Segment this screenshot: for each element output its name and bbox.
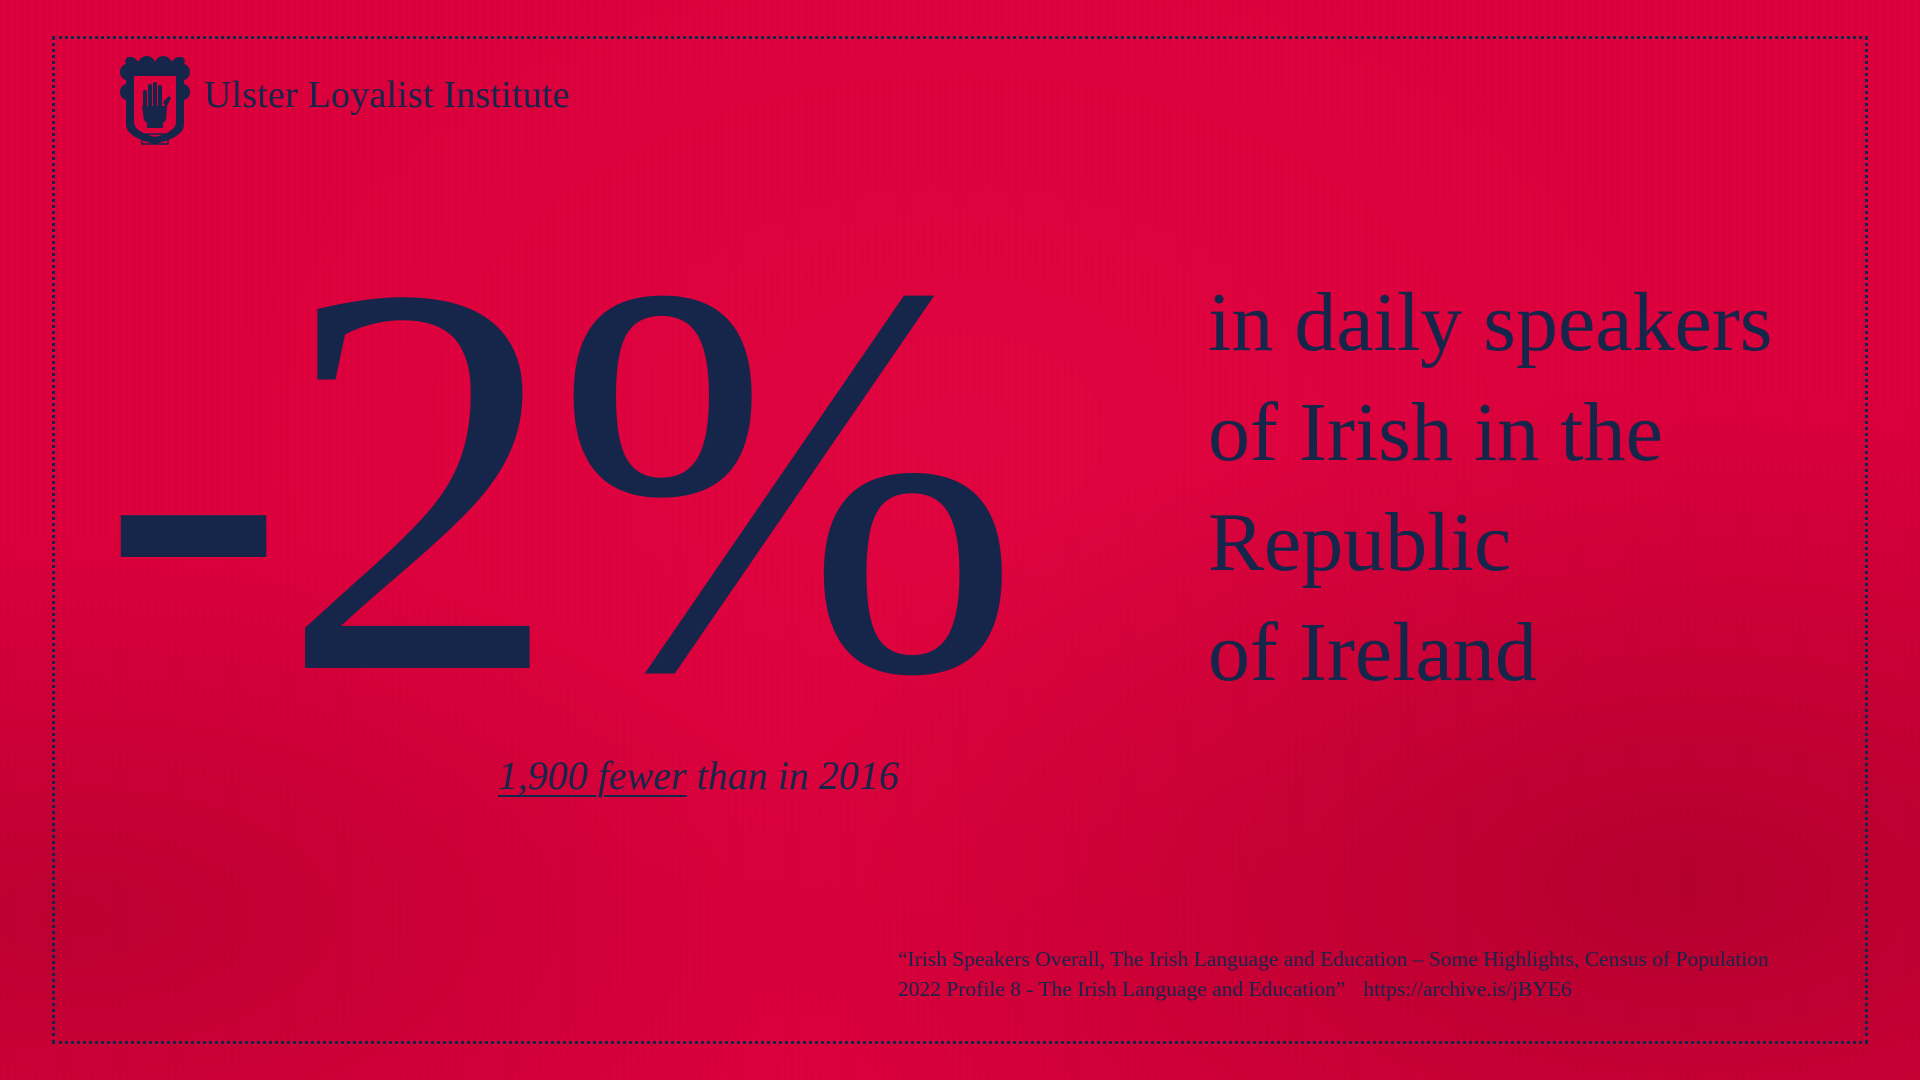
source-url: https://archive.is/jBYE6 [1363, 977, 1572, 1001]
brand-name: Ulster Loyalist Institute [204, 74, 570, 116]
brand-header: ULI Ulster Loyalist Institute [112, 54, 570, 146]
comparison-note: 1,900 fewer than in 2016 [498, 752, 899, 799]
headline-line-3: Republic [1208, 496, 1512, 589]
headline-text: in daily speakers of Irish in the Republ… [1208, 268, 1773, 708]
headline-figure: -2% [100, 170, 1021, 790]
comparison-note-rest: than in 2016 [686, 753, 900, 798]
headline-line-4: of Ireland [1208, 606, 1537, 699]
crest-label: ULI [148, 135, 162, 144]
headline-line-1: in daily speakers [1208, 276, 1773, 369]
red-hand-crest-icon: ULI [120, 56, 190, 145]
source-citation: “Irish Speakers Overall, The Irish Langu… [898, 944, 1778, 1004]
dotted-border-frame [52, 36, 1868, 1044]
headline-line-2: of Irish in the [1208, 386, 1663, 479]
source-citation-text: “Irish Speakers Overall, The Irish Langu… [898, 947, 1769, 1001]
comparison-note-underlined: 1,900 fewer [498, 753, 687, 798]
